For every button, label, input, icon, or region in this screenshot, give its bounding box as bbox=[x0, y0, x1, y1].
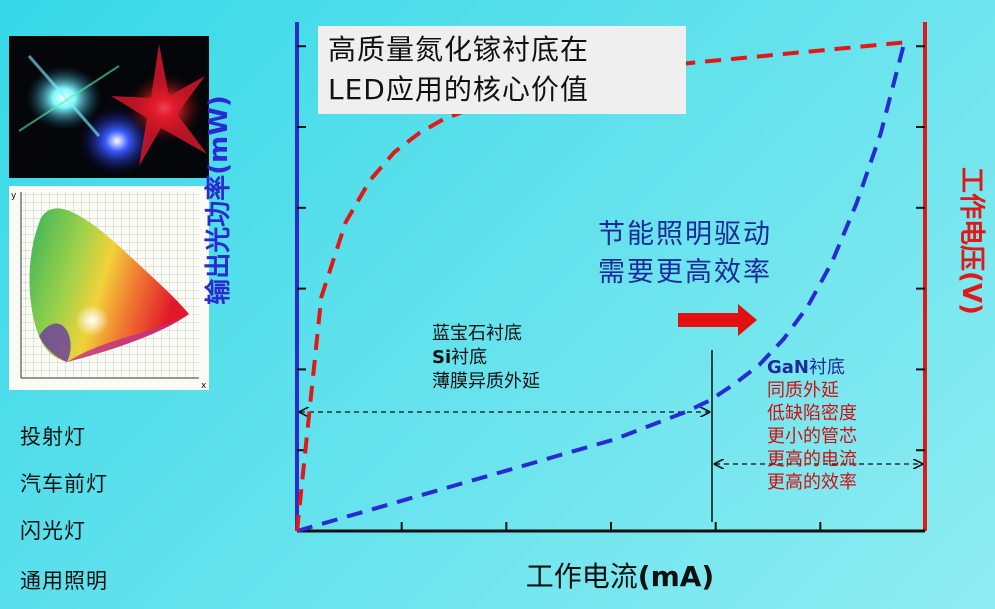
series-line-optical-power bbox=[296, 39, 907, 533]
gan-benefit: 更高的效率 bbox=[767, 472, 857, 493]
trend-arrow bbox=[678, 304, 757, 336]
chart-title: 高质量氮化镓衬底在 LED应用的核心价值 bbox=[318, 26, 686, 114]
y-axis-right-label: 工作电压(V) bbox=[956, 167, 986, 315]
application-label: 闪光灯 bbox=[20, 519, 86, 543]
gan-benefit: 更小的管芯 bbox=[767, 426, 857, 447]
gan-benefit: 更高的电流 bbox=[767, 449, 857, 470]
application-label: 投射灯 bbox=[20, 425, 86, 449]
gan-heading: GaN衬底 bbox=[767, 357, 845, 378]
svg-text:y: y bbox=[11, 191, 17, 201]
led-photo bbox=[9, 36, 209, 178]
x-axis-label: 工作电流(mA) bbox=[525, 560, 715, 593]
substrate-item: 薄膜异质外延 bbox=[432, 371, 540, 392]
gan-benefit: 低缺陷密度 bbox=[767, 403, 857, 424]
substrate-left-list: 蓝宝石衬底 Si衬底 薄膜异质外延 bbox=[432, 322, 540, 394]
application-label: 通用照明 bbox=[20, 569, 108, 593]
substrate-item: Si衬底 bbox=[432, 347, 488, 368]
chart-title-line: LED应用的核心价值 bbox=[328, 73, 589, 106]
chart-title-line: 高质量氮化镓衬底在 bbox=[328, 33, 590, 66]
application-label: 汽车前灯 bbox=[20, 472, 108, 496]
cie-diagram: y x bbox=[9, 186, 209, 391]
gan-benefit-list: GaN衬底 同质外延 低缺陷密度 更小的管芯 更高的电流 更高的效率 bbox=[767, 356, 857, 494]
substrate-item: 蓝宝石衬底 bbox=[432, 323, 522, 344]
svg-text:x: x bbox=[201, 381, 207, 390]
series-line-voltage bbox=[295, 40, 906, 532]
slogan-line: 节能照明驱动 bbox=[598, 219, 772, 250]
gan-benefit: 同质外延 bbox=[767, 380, 839, 401]
y-axis-left-label: 输出光功率(mW) bbox=[204, 95, 234, 305]
efficiency-slogan: 节能照明驱动 需要更高效率 bbox=[598, 216, 772, 292]
slogan-line: 需要更高效率 bbox=[598, 257, 772, 288]
